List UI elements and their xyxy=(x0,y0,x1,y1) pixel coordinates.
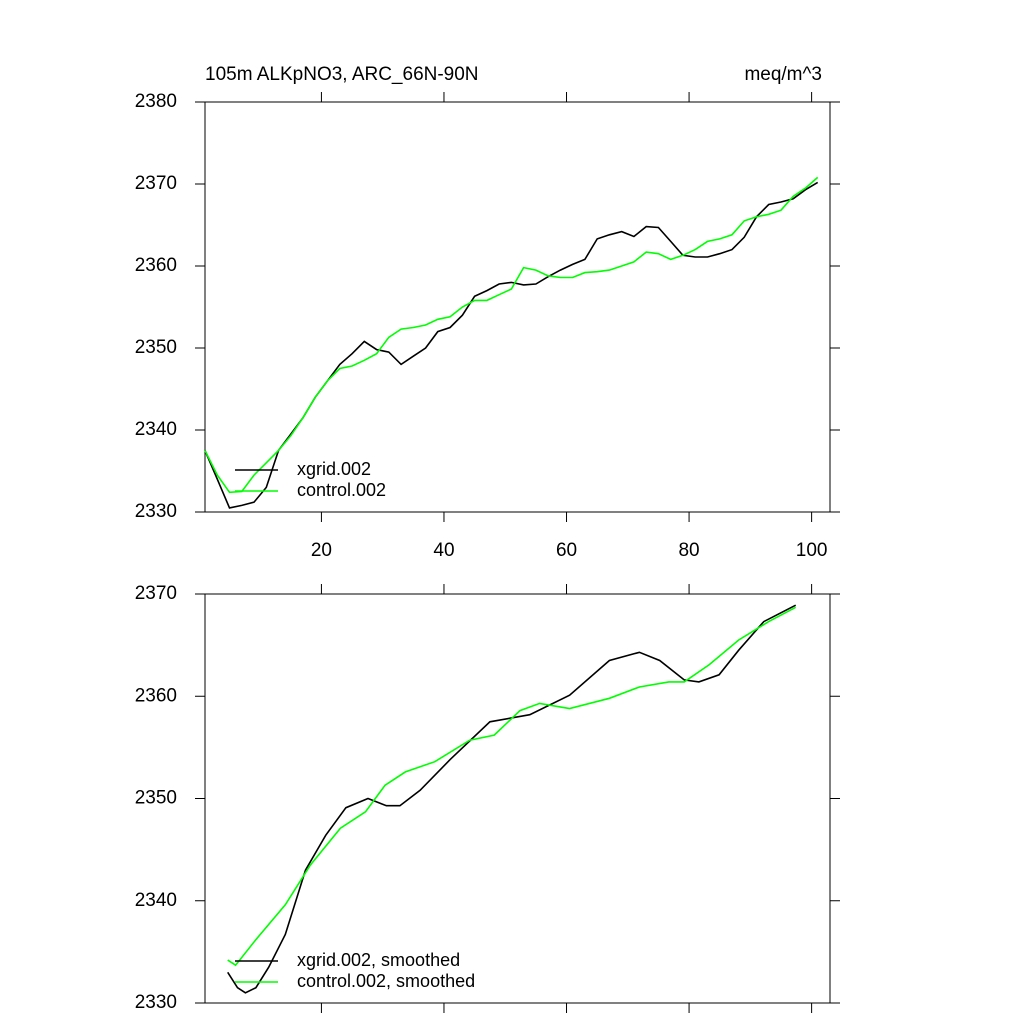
series-line xyxy=(204,176,819,494)
legend-label: control.002, smoothed xyxy=(297,971,475,991)
x-tick-label: 20 xyxy=(311,540,332,561)
y-tick-label: 2360 xyxy=(135,685,177,706)
x-tick-label: 60 xyxy=(556,540,577,561)
y-tick-label: 2350 xyxy=(135,788,177,809)
chart-title: 105m ALKpNO3, ARC_66N-90N xyxy=(205,64,479,85)
plot-frame xyxy=(204,593,831,1004)
x-tick-label: 80 xyxy=(678,540,699,561)
y-tick-label: 2380 xyxy=(135,91,177,112)
plot-frame xyxy=(204,101,831,513)
units-label: meq/m^3 xyxy=(744,64,822,85)
legend-label: control.002 xyxy=(297,480,386,500)
y-tick-label: 2340 xyxy=(135,419,177,440)
y-tick-label: 2350 xyxy=(135,337,177,358)
legend-label: xgrid.002, smoothed xyxy=(297,950,460,970)
y-tick-label: 2340 xyxy=(135,890,177,911)
legend-label: xgrid.002 xyxy=(297,459,371,479)
x-tick-label: 100 xyxy=(796,540,828,561)
series-line xyxy=(227,606,797,967)
y-tick-label: 2370 xyxy=(135,173,177,194)
y-tick-label: 2330 xyxy=(135,992,177,1013)
y-tick-label: 2370 xyxy=(135,583,177,604)
x-tick-label: 40 xyxy=(433,540,454,561)
y-tick-label: 2360 xyxy=(135,255,177,276)
y-tick-label: 2330 xyxy=(135,501,177,522)
